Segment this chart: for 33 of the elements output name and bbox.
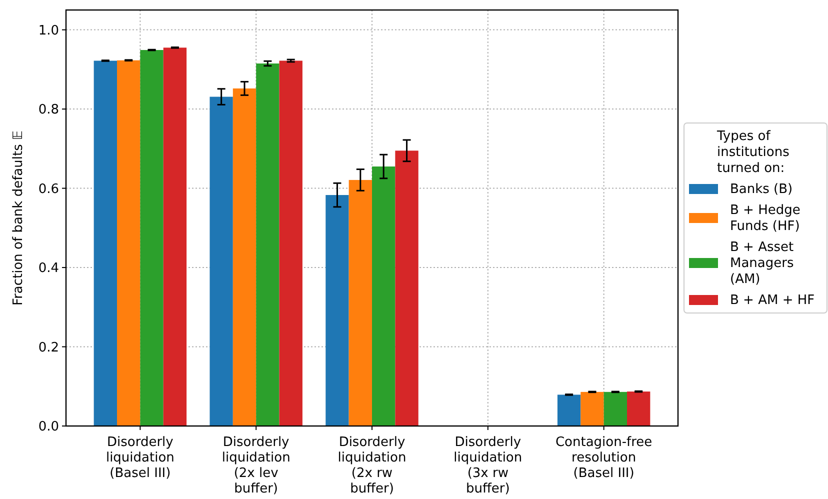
x-tick-label: Disorderly liquidation (3x rw buffer): [454, 435, 522, 496]
y-tick-label: 0.8: [38, 102, 59, 118]
bar: [326, 195, 349, 426]
y-axis-title: Fraction of bank defaults 𝔼: [11, 130, 26, 306]
legend-title: Types of institutions turned on:: [716, 129, 790, 176]
bar: [580, 392, 604, 426]
legend-label: B + Asset Managers (AM): [730, 240, 794, 287]
y-tick-label: 1.0: [38, 23, 59, 38]
legend-label: B + Hedge Funds (HF): [730, 203, 800, 234]
y-tick-label: 0.6: [38, 182, 59, 197]
bar: [140, 50, 164, 426]
legend-label: B + AM + HF: [730, 293, 815, 308]
bar: [232, 88, 256, 426]
bar: [627, 392, 650, 426]
bar: [557, 394, 581, 426]
bar: [94, 60, 117, 426]
bar: [210, 96, 233, 426]
bar: [117, 60, 140, 426]
bar: [372, 166, 396, 426]
x-tick-label: Disorderly liquidation (2x lev buffer): [222, 435, 290, 496]
x-tick-label: Disorderly liquidation (Basel III): [106, 435, 174, 481]
legend-label: Banks (B): [730, 182, 793, 197]
bar: [163, 48, 187, 426]
x-tick-label: Disorderly liquidation (2x rw buffer): [338, 435, 406, 496]
y-tick-label: 0.0: [38, 420, 59, 435]
y-tick-label: 0.2: [38, 340, 59, 356]
bar: [395, 150, 418, 426]
bar: [279, 60, 302, 426]
bar: [256, 63, 280, 426]
y-tick-label: 0.4: [38, 261, 59, 276]
bar: [604, 392, 627, 426]
x-tick-label: Contagion-free resolution (Basel III): [555, 435, 652, 481]
bar: [348, 180, 372, 426]
